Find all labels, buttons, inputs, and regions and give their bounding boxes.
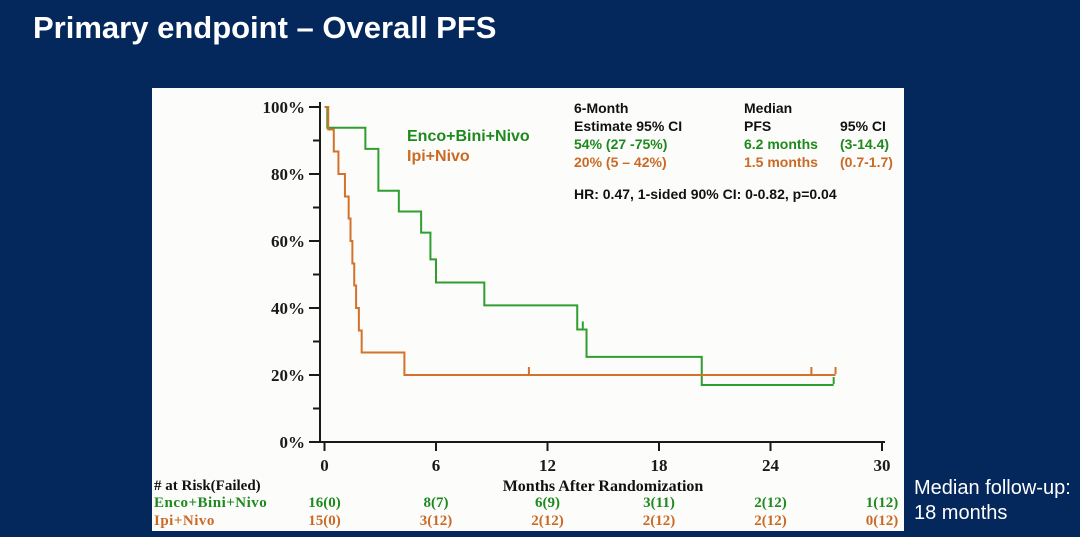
x-tick-label: 6 [432,456,441,475]
stat-median-green: 6.2 months [744,136,818,152]
stat-median-header: Median [744,100,793,116]
y-tick-label: 80% [271,165,305,184]
risk-cell: 1(12) [865,495,899,511]
x-axis-label: Months After Randomization [502,478,704,495]
median-followup-caption: Median follow-up: 18 months [914,476,1071,526]
x-tick-label: 24 [762,456,780,475]
page-title: Primary endpoint – Overall PFS [33,10,497,45]
risk-cell: 2(12) [754,495,787,511]
x-tick-label: 30 [873,456,890,475]
risk-cell: 2(12) [754,513,787,529]
risk-row-ipi: Ipi+Nivo 15(0) 3(12) 2(12) 2(12) 2(12) 0(12) [152,513,904,530]
legend-ipi-nivo: Ipi+Nivo [407,148,470,165]
risk-row-label: Ipi+Nivo [154,513,215,529]
risk-cell: 8(7) [423,495,449,511]
stat-hazard-ratio: HR: 0.47, 1-sided 90% CI: 0-0.82, p=0.04 [574,186,837,202]
risk-cell: 2(12) [531,513,564,529]
risk-row-enco: Enco+Bini+Nivo 16(0) 8(7) 6(9) 3(11) 2(12) 1(… [152,495,904,512]
km-plot-panel: 0% 20% 40% 60% 80% 100% 0 6 12 18 24 30 Enco+Bini+N… [152,88,904,531]
x-tick-label: 0 [320,456,329,475]
caption-line2: 18 months [914,502,1008,524]
legend-enco-bini-nivo: Enco+Bini+Nivo [407,128,530,145]
y-tick-label: 0% [280,433,306,452]
risk-cell: 6(9) [534,495,560,511]
risk-cell: 15(0) [308,513,341,529]
x-tick-label: 18 [650,456,667,475]
y-tick-label: 100% [263,98,306,117]
stat-6month-header: 6-Month [574,100,629,116]
y-tick-label: 20% [271,366,305,385]
stat-6month-orange: 20% (5 – 42%) [574,154,667,170]
km-curve-ipi-nivo [324,106,836,376]
stat-6month-green: 54% (27 -75%) [574,136,668,152]
y-tick-label: 40% [271,299,305,318]
stat-median-orange: 1.5 months [744,154,818,170]
caption-line1: Median follow-up: [914,477,1071,499]
stat-ci-orange: (0.7-1.7) [840,154,893,170]
risk-cell: 2(12) [642,513,676,529]
km-curve-enco-bini-nivo [324,106,834,387]
stat-estimate-header: Estimate 95% CI [574,118,683,134]
stat-pfs-header: PFS [744,118,772,134]
risk-row-label: Enco+Bini+Nivo [154,495,268,511]
x-tick-label: 12 [539,456,556,475]
risk-table-header: # at Risk(Failed) [154,478,261,494]
risk-cell: 3(11) [643,495,675,511]
y-tick-label: 60% [271,232,305,251]
risk-cell: 0(12) [865,513,899,529]
stat-ci-header: 95% CI [840,118,886,134]
stat-ci-green: (3-14.4) [840,136,890,152]
risk-cell: 3(12) [419,513,453,529]
risk-cell: 16(0) [308,495,341,511]
km-chart: 0% 20% 40% 60% 80% 100% 0 6 12 18 24 30 [263,98,891,475]
